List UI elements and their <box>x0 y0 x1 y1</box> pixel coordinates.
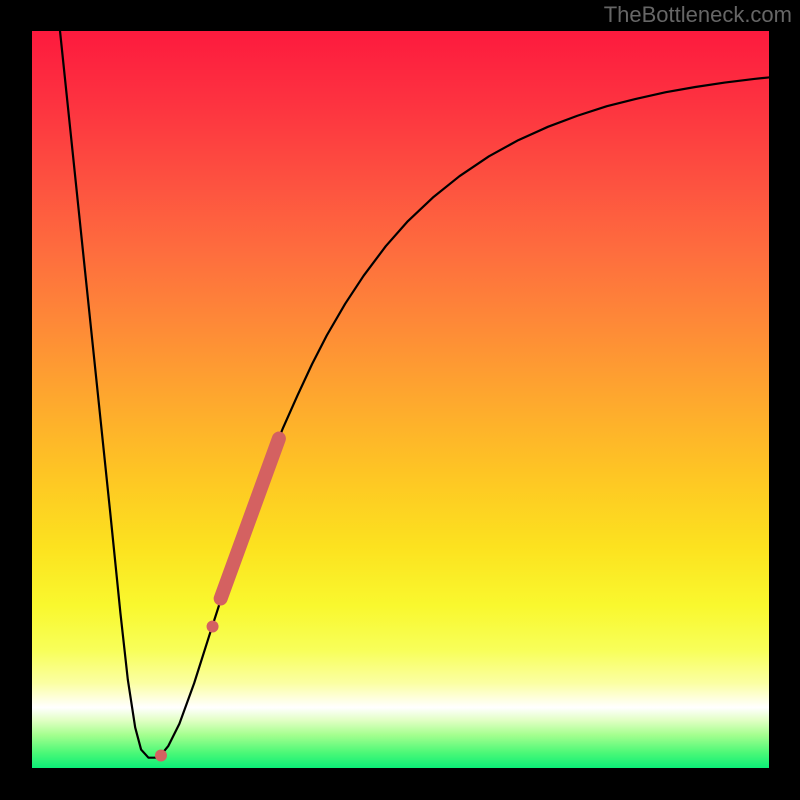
marker-dot <box>155 749 167 761</box>
plot-area <box>32 31 769 768</box>
gradient-background <box>32 31 769 768</box>
marker-dot <box>207 621 219 633</box>
watermark-text: TheBottleneck.com <box>604 2 792 28</box>
chart-root: TheBottleneck.com <box>0 0 800 800</box>
plot-svg <box>32 31 769 768</box>
